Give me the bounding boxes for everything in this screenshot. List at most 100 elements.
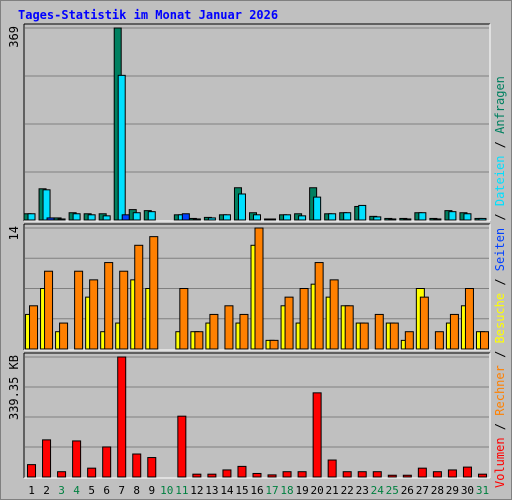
bar-volumen-day-3 — [57, 471, 67, 478]
x-tick-day-13: 13 — [205, 484, 218, 497]
bar-dateien-day-16 — [253, 214, 261, 221]
bar-dateien-day-4 — [72, 213, 81, 221]
x-tick-day-24: 24 — [371, 484, 385, 497]
bar-volumen-day-25 — [387, 474, 397, 478]
bar-dateien-day-19 — [298, 215, 307, 221]
bar-dateien-day-5 — [87, 214, 96, 221]
bar-rechner-day-11 — [179, 288, 189, 350]
bar-volumen-day-31 — [477, 473, 487, 478]
bar-rechner-day-18 — [284, 296, 294, 350]
bar-seiten-day-7 — [121, 214, 130, 221]
bar-dateien-day-23 — [358, 204, 367, 221]
bar-dateien-day-7 — [117, 74, 126, 221]
bar-rechner-day-13 — [209, 313, 219, 350]
bar-volumen-day-26 — [402, 474, 412, 478]
bar-volumen-day-14 — [222, 469, 232, 478]
bar-rechner-day-1 — [29, 305, 39, 350]
bar-volumen-day-19 — [297, 471, 307, 478]
bar-rechner-day-7 — [119, 270, 129, 350]
bar-volumen-day-22 — [342, 471, 352, 478]
bar-dateien-day-1 — [27, 213, 36, 221]
bar-rechner-day-3 — [59, 322, 69, 350]
bar-rechner-day-9 — [149, 236, 159, 350]
bar-dateien-day-14 — [222, 214, 231, 221]
x-tick-day-26: 26 — [401, 484, 414, 497]
bar-rechner-day-4 — [74, 270, 84, 350]
bar-rechner-day-31 — [479, 331, 489, 350]
bar-rechner-day-22 — [344, 305, 354, 350]
bar-volumen-day-1 — [27, 464, 37, 478]
panel-volume-background — [24, 353, 490, 478]
x-tick-day-9: 9 — [148, 484, 155, 497]
bar-volumen-day-30 — [462, 466, 472, 478]
bar-volumen-day-17 — [267, 474, 277, 478]
bar-volumen-day-23 — [357, 471, 367, 478]
x-tick-day-1: 1 — [28, 484, 35, 497]
bar-rechner-day-27 — [419, 296, 429, 350]
x-tick-day-23: 23 — [356, 484, 369, 497]
bar-dateien-day-8 — [132, 212, 141, 221]
bar-volumen-day-20 — [312, 392, 322, 478]
x-tick-day-2: 2 — [43, 484, 50, 497]
x-tick-day-12: 12 — [190, 484, 203, 497]
bar-rechner-day-16 — [254, 227, 264, 350]
bar-volumen-day-29 — [447, 469, 457, 478]
bar-dateien-day-13 — [207, 217, 216, 221]
x-tick-day-7: 7 — [118, 484, 125, 497]
x-tick-day-14: 14 — [220, 484, 234, 497]
bar-rechner-day-28 — [434, 331, 444, 350]
x-tick-day-20: 20 — [311, 484, 324, 497]
bar-dateien-day-27 — [418, 212, 427, 221]
x-tick-day-6: 6 — [103, 484, 110, 497]
bar-rechner-day-24 — [374, 313, 384, 350]
x-tick-day-5: 5 — [88, 484, 95, 497]
bar-dateien-day-9 — [147, 211, 156, 221]
bar-volumen-day-21 — [327, 459, 337, 478]
bar-dateien-day-26 — [403, 218, 412, 221]
bar-volumen-day-6 — [102, 446, 112, 478]
bar-dateien-day-12 — [192, 218, 201, 221]
bar-volumen-day-16 — [252, 472, 262, 478]
bar-volumen-day-2 — [42, 439, 52, 478]
panel-volume-ymax-label: 339.35 KB — [7, 355, 21, 420]
legend-entry-seiten: Seiten — [493, 228, 507, 271]
bar-seiten-day-2 — [46, 217, 55, 221]
bar-rechner-day-2 — [44, 270, 54, 350]
x-tick-day-16: 16 — [250, 484, 263, 497]
legend: Volumen / Rechner / Besuche / Seiten / D… — [493, 76, 507, 488]
bar-rechner-day-20 — [314, 262, 324, 350]
panel-requests-ymax-label: 369 — [7, 26, 21, 48]
bar-rechner-day-19 — [299, 288, 309, 350]
legend-separator: / — [493, 343, 507, 365]
x-tick-day-11: 11 — [175, 484, 188, 497]
bar-rechner-day-15 — [239, 313, 249, 350]
bar-dateien-day-17 — [268, 218, 277, 221]
bar-dateien-day-15 — [237, 193, 246, 221]
bar-rechner-day-21 — [329, 279, 339, 350]
bar-dateien-day-29 — [448, 211, 457, 221]
bar-volumen-day-11 — [177, 415, 187, 478]
bar-volumen-day-12 — [192, 473, 202, 478]
x-tick-day-22: 22 — [341, 484, 354, 497]
legend-separator: / — [493, 134, 507, 156]
bar-volumen-day-27 — [417, 467, 427, 478]
bar-rechner-day-29 — [449, 313, 459, 350]
x-tick-day-18: 18 — [280, 484, 293, 497]
bar-dateien-day-6 — [102, 215, 111, 221]
x-tick-day-30: 30 — [461, 484, 474, 497]
x-tick-day-4: 4 — [73, 484, 80, 497]
bar-dateien-day-20 — [313, 196, 322, 221]
bar-dateien-day-21 — [328, 213, 337, 221]
x-tick-day-17: 17 — [265, 484, 278, 497]
x-tick-day-8: 8 — [133, 484, 140, 497]
bar-volumen-day-24 — [372, 471, 382, 478]
bar-seiten-day-11 — [181, 213, 190, 221]
legend-entry-volumen: Volumen — [493, 437, 507, 488]
x-tick-day-28: 28 — [431, 484, 444, 497]
bar-dateien-day-28 — [433, 218, 442, 221]
bar-volumen-day-5 — [87, 467, 97, 478]
bar-rechner-day-25 — [389, 322, 399, 350]
legend-separator: / — [493, 206, 507, 228]
x-tick-day-31: 31 — [476, 484, 489, 497]
